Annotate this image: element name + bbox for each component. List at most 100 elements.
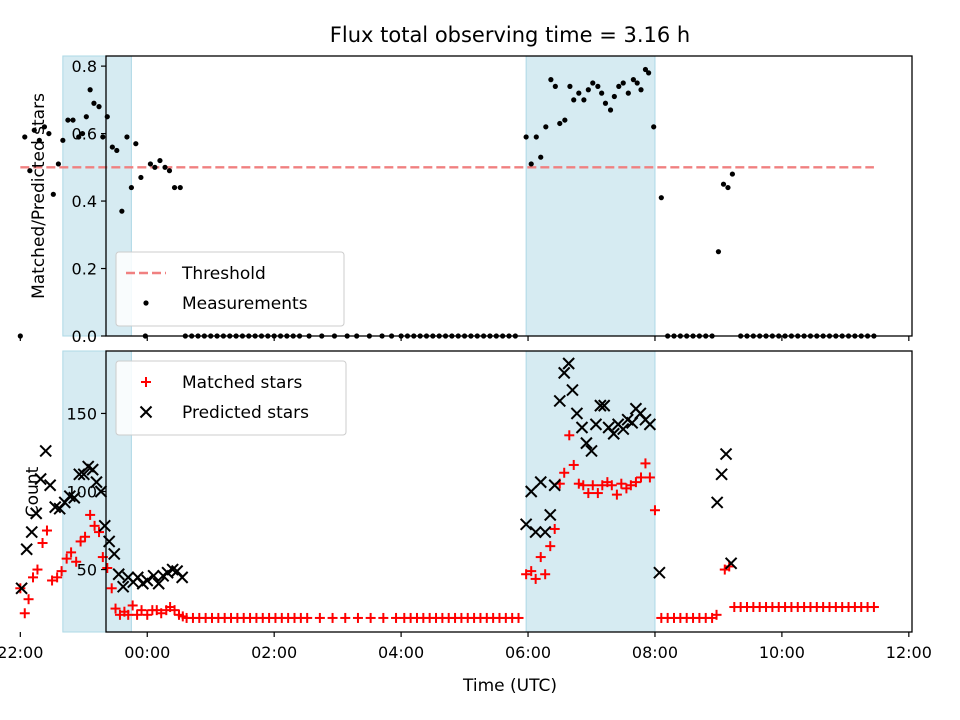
- matched-stars-point: [110, 603, 121, 614]
- measurements-point: [27, 168, 33, 174]
- measurements-point: [87, 87, 93, 93]
- matched-stars-point: [545, 541, 556, 552]
- matched-stars-point: [526, 566, 537, 577]
- measurements-point: [729, 171, 735, 177]
- measurements-point: [50, 191, 56, 197]
- chart-title: Flux total observing time = 3.16 h: [330, 23, 690, 47]
- predicted-stars-point: [175, 571, 189, 584]
- ratio-panel: 0.00.20.40.60.8 Matched/Predicted stars …: [17, 55, 913, 346]
- measurements-point: [651, 124, 657, 130]
- matched-stars-point: [583, 488, 594, 499]
- measurements-point: [638, 87, 644, 93]
- measurements-point: [646, 70, 652, 76]
- measurements-point: [552, 83, 558, 89]
- predicted-stars-point: [43, 479, 57, 492]
- matched-stars-point: [71, 556, 82, 567]
- matched-stars-point: [530, 573, 541, 584]
- predicted-stars-point: [152, 577, 165, 590]
- x-tick-label: 04:00: [378, 643, 424, 662]
- matched-stars-point: [19, 608, 30, 619]
- measurements-point: [114, 147, 120, 154]
- measurements-point: [590, 80, 596, 86]
- predicted-stars-point: [141, 574, 154, 587]
- matched-stars-point: [644, 472, 655, 483]
- predicted-stars-point: [98, 519, 111, 533]
- predicted-stars-point: [39, 444, 52, 458]
- predicted-stars-point: [108, 547, 121, 561]
- predicted-stars-point: [86, 463, 99, 476]
- measurements-point: [630, 77, 636, 83]
- matched-stars-point: [156, 608, 167, 619]
- predicted-stars-point: [715, 468, 728, 481]
- measurements-point: [177, 184, 183, 191]
- measurements-point: [60, 137, 66, 143]
- matched-stars-point: [606, 480, 617, 491]
- predicted-stars-point: [580, 436, 593, 450]
- legend-measurements-swatch: [143, 300, 149, 306]
- predicted-stars-point: [525, 485, 538, 498]
- y-tick-label: 0.8: [72, 57, 97, 76]
- predicted-stars-point: [112, 568, 125, 581]
- matched-stars-point: [578, 480, 589, 491]
- measurements-point: [611, 93, 617, 100]
- measurements-point: [571, 97, 577, 103]
- matched-stars-point: [123, 609, 134, 620]
- matched-stars-point: [102, 562, 113, 573]
- measurements-point: [725, 184, 731, 191]
- measurements-point: [658, 195, 664, 201]
- measurements-point: [620, 80, 626, 86]
- predicted-stars-point: [538, 525, 552, 539]
- matched-stars-point: [127, 600, 138, 611]
- matched-stars-point: [302, 612, 313, 623]
- matched-stars-point: [340, 612, 351, 623]
- shaded-region: [525, 350, 656, 633]
- matched-stars-point: [85, 509, 96, 520]
- measurements-point: [55, 161, 62, 167]
- predicted-stars-point: [544, 508, 557, 522]
- x-axis-label: Time (UTC): [462, 676, 557, 696]
- measurements-point: [162, 164, 168, 170]
- measurements-point: [715, 249, 722, 255]
- matched-stars-point: [37, 538, 48, 549]
- predicted-stars-point: [643, 418, 657, 431]
- matched-stars-point: [564, 430, 575, 441]
- measurements-point: [607, 107, 614, 113]
- matched-stars-point: [94, 527, 105, 538]
- x-tick-label: 12:00: [886, 643, 932, 662]
- predicted-stars-point: [94, 485, 108, 498]
- matched-stars-point: [365, 612, 376, 623]
- matched-stars-point: [132, 609, 143, 620]
- predicted-stars-point: [594, 399, 607, 412]
- matched-stars-point: [136, 605, 147, 616]
- matched-stars-point: [630, 477, 641, 488]
- measurements-point: [543, 124, 549, 130]
- legend-label: Threshold: [181, 264, 266, 284]
- ratio-y-ticks: 0.00.20.40.60.8: [72, 57, 106, 346]
- predicted-stars-point: [562, 357, 575, 370]
- measurements-point: [720, 181, 727, 187]
- x-tick-label: 08:00: [632, 643, 678, 662]
- matched-stars-point: [513, 612, 524, 623]
- matched-stars-point: [378, 612, 389, 623]
- measurements-point: [124, 134, 130, 140]
- matched-stars-point: [597, 480, 608, 491]
- measurements-point: [634, 80, 640, 86]
- matched-stars-point: [559, 467, 570, 478]
- matched-stars-point: [549, 523, 560, 534]
- matched-stars-point: [573, 478, 584, 489]
- matched-stars-point: [649, 505, 660, 516]
- legend-matched-stars-swatch: [141, 377, 151, 387]
- measurements-point: [100, 134, 106, 140]
- matched-stars-point: [56, 566, 67, 577]
- measurements-point: [599, 90, 605, 96]
- measurements-point: [79, 130, 86, 137]
- measurements-point: [147, 161, 154, 167]
- matched-stars-point: [75, 536, 86, 547]
- predicted-stars-point: [719, 447, 733, 461]
- matched-stars-point: [327, 612, 338, 623]
- measurements-point: [602, 100, 609, 106]
- measurements-point: [119, 208, 125, 214]
- x-tick-label: 10:00: [759, 643, 805, 662]
